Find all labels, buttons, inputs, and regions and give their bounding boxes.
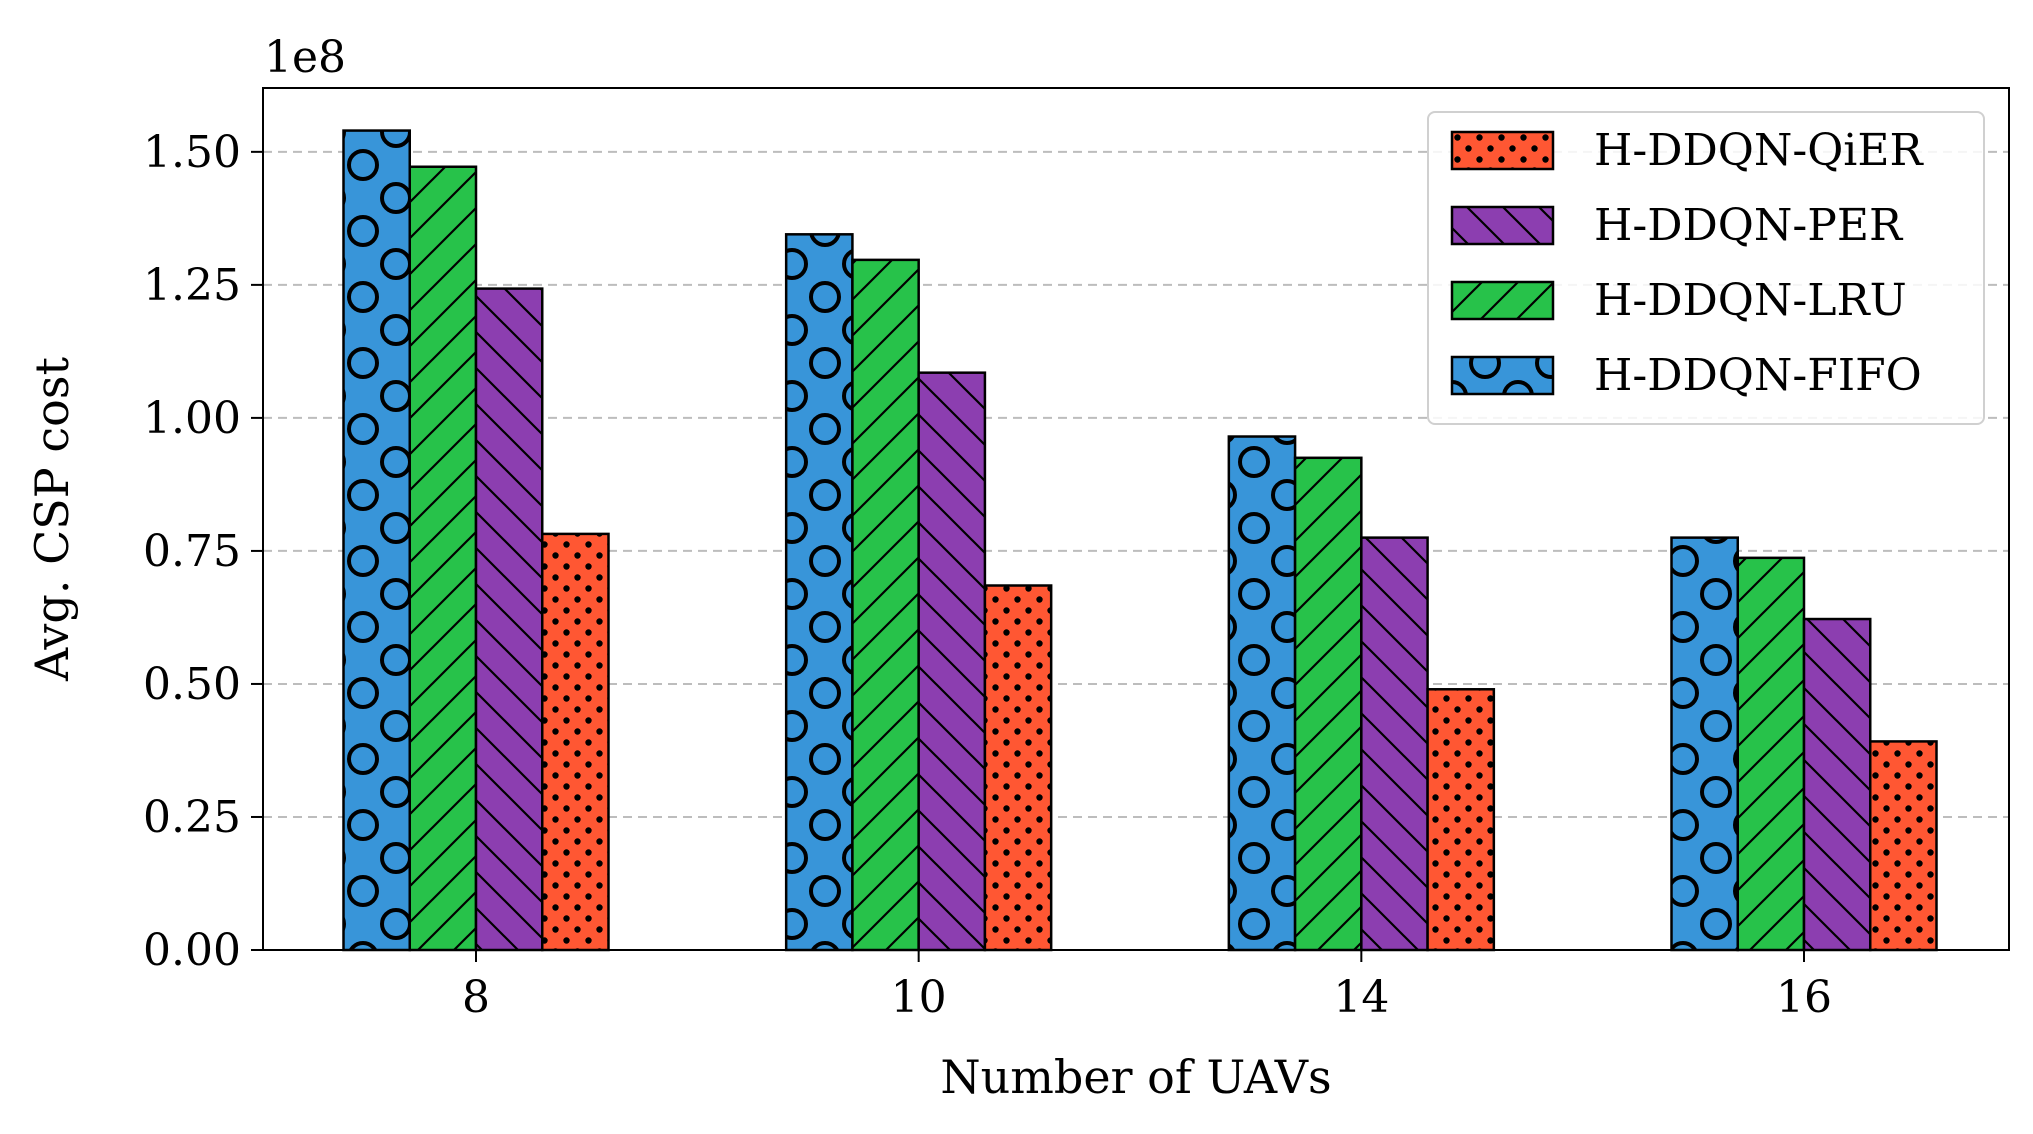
legend-swatch-h-ddqn-lru bbox=[1450, 280, 1555, 321]
bars-group bbox=[342, 129, 1938, 952]
y-offset-label: 1e8 bbox=[264, 32, 346, 83]
y-tick-label: 0.25 bbox=[143, 792, 241, 843]
legend-label-h-ddqn-lru: H-DDQN-LRU bbox=[1594, 275, 1907, 326]
legend-frame bbox=[1427, 111, 1985, 425]
bar-h-ddqn-fifo-10 bbox=[784, 233, 854, 952]
y-tick-label: 0.50 bbox=[143, 659, 241, 710]
legend-label-h-ddqn-fifo: H-DDQN-FIFO bbox=[1594, 350, 1922, 401]
y-tick-label: 0.00 bbox=[143, 925, 241, 976]
bar-h-ddqn-fifo-16 bbox=[1670, 536, 1739, 952]
bar-h-ddqn-per-8 bbox=[474, 287, 544, 952]
x-tick-label: 16 bbox=[1776, 972, 1832, 1023]
legend: H-DDQN-QiER H-DDQN-PER H-DDQN-LRU H-DDQN-FI… bbox=[1427, 111, 1985, 425]
bar-h-ddqn-qier-8 bbox=[541, 532, 610, 952]
bar-h-ddqn-lru-10 bbox=[851, 258, 920, 952]
bar-h-ddqn-lru-16 bbox=[1736, 556, 1806, 952]
legend-label-h-ddqn-per: H-DDQN-PER bbox=[1594, 200, 1904, 251]
y-tick-label: 0.75 bbox=[143, 526, 241, 577]
bar-h-ddqn-qier-14 bbox=[1426, 688, 1496, 952]
x-tick-label: 8 bbox=[462, 972, 490, 1023]
bar-h-ddqn-per-10 bbox=[917, 371, 987, 952]
y-tick-label: 1.50 bbox=[143, 127, 241, 178]
bar-h-ddqn-qier-10 bbox=[983, 584, 1053, 952]
bar-h-ddqn-lru-8 bbox=[408, 165, 478, 952]
bar-h-ddqn-qier-16 bbox=[1869, 740, 1938, 952]
bar-h-ddqn-lru-14 bbox=[1293, 456, 1363, 952]
x-tick-label: 14 bbox=[1333, 972, 1389, 1023]
x-axis-label: Number of UAVs bbox=[940, 1050, 1331, 1104]
bar-h-ddqn-per-16 bbox=[1802, 617, 1872, 952]
bar-h-ddqn-fifo-8 bbox=[342, 129, 411, 952]
legend-swatch-h-ddqn-qier bbox=[1450, 130, 1555, 171]
y-tick-label: 1.25 bbox=[143, 260, 241, 311]
legend-swatch-h-ddqn-fifo bbox=[1450, 355, 1555, 396]
bar-h-ddqn-per-14 bbox=[1360, 536, 1429, 952]
x-axis: 8 10 14 16 bbox=[462, 950, 1832, 1023]
y-tick-label: 1.00 bbox=[143, 393, 241, 444]
x-tick-label: 10 bbox=[891, 972, 947, 1023]
y-axis-label: Avg. CSP cost bbox=[25, 357, 79, 682]
bar-h-ddqn-fifo-14 bbox=[1227, 435, 1297, 952]
legend-swatch-h-ddqn-per bbox=[1450, 205, 1555, 246]
y-axis: 0.00 0.25 0.50 0.75 1.00 1.25 1.50 bbox=[143, 127, 263, 976]
plot-area-frame bbox=[262, 87, 2010, 951]
legend-label-h-ddqn-qier: H-DDQN-QiER bbox=[1594, 125, 1924, 176]
